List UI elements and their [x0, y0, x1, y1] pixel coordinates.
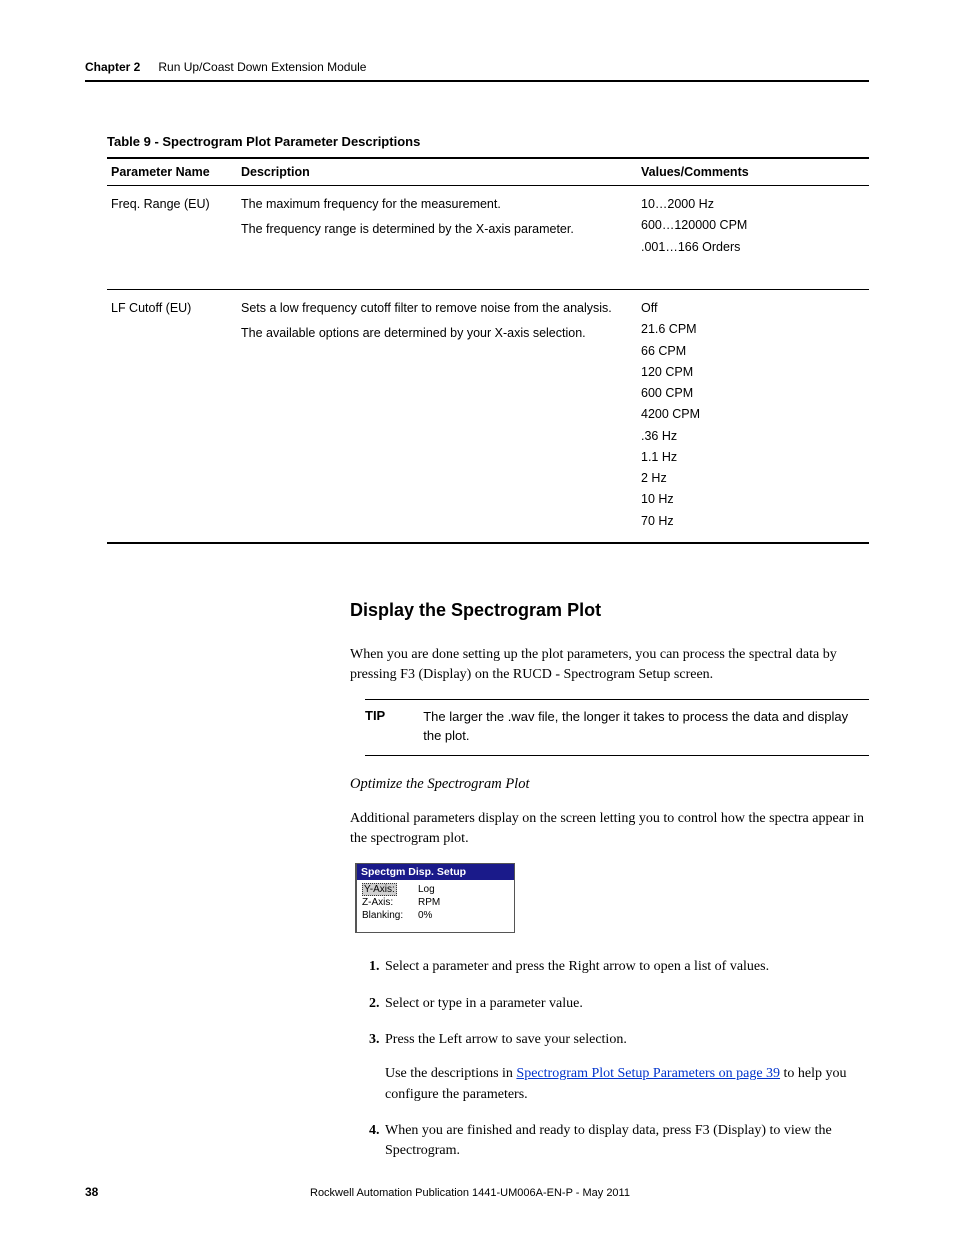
- tip-label: TIP: [365, 708, 385, 744]
- screenshot-value: Log: [418, 883, 435, 896]
- device-screenshot: Spectgm Disp. Setup Y-Axis: Log Z-Axis: …: [355, 863, 515, 933]
- screenshot-row: Y-Axis: Log: [362, 883, 509, 896]
- page-footer: 38 Rockwell Automation Publication 1441-…: [85, 1185, 869, 1199]
- page-header: Chapter 2 Run Up/Coast Down Extension Mo…: [85, 60, 869, 82]
- table-row: LF Cutoff (EU) Sets a low frequency cuto…: [107, 290, 869, 543]
- desc-line: The maximum frequency for the measuremen…: [241, 194, 629, 215]
- tip-block: TIP The larger the .wav file, the longer…: [365, 699, 869, 755]
- tip-text: The larger the .wav file, the longer it …: [423, 708, 869, 744]
- param-values-cell: 10…2000 Hz 600…120000 CPM .001…166 Order…: [637, 186, 869, 290]
- value-line: 66 CPM: [641, 341, 861, 362]
- value-line: Off: [641, 298, 861, 319]
- table-row: Freq. Range (EU) The maximum frequency f…: [107, 186, 869, 290]
- value-line: 4200 CPM: [641, 404, 861, 425]
- value-spacer: [641, 258, 861, 279]
- column-header-description: Description: [237, 158, 637, 186]
- value-line: 600…120000 CPM: [641, 215, 861, 236]
- value-line: 600 CPM: [641, 383, 861, 404]
- sub-heading: Optimize the Spectrogram Plot: [350, 776, 869, 793]
- desc-line: Sets a low frequency cutoff filter to re…: [241, 298, 629, 319]
- cross-reference-link[interactable]: Spectrogram Plot Setup Parameters on pag…: [516, 1066, 780, 1081]
- value-line: 1.1 Hz: [641, 447, 861, 468]
- screenshot-key: Z-Axis:: [362, 896, 418, 909]
- desc-line: The available options are determined by …: [241, 323, 629, 344]
- table-caption: Table 9 - Spectrogram Plot Parameter Des…: [107, 134, 869, 149]
- value-line: .001…166 Orders: [641, 237, 861, 258]
- screenshot-value: RPM: [418, 896, 440, 909]
- step-item: Press the Left arrow to save your select…: [383, 1030, 869, 1105]
- value-line: .36 Hz: [641, 426, 861, 447]
- screenshot-value: 0%: [418, 909, 432, 922]
- chapter-title: Run Up/Coast Down Extension Module: [158, 60, 366, 74]
- parameter-table: Parameter Name Description Values/Commen…: [107, 157, 869, 544]
- sub-intro-paragraph: Additional parameters display on the scr…: [350, 809, 869, 850]
- screenshot-row: Z-Axis: RPM: [362, 896, 509, 909]
- screenshot-title: Spectgm Disp. Setup: [357, 864, 514, 880]
- steps-list: Select a parameter and press the Right a…: [365, 957, 869, 1161]
- param-desc-cell: The maximum frequency for the measuremen…: [237, 186, 637, 290]
- step-text: Press the Left arrow to save your select…: [385, 1032, 627, 1047]
- screenshot-row: Blanking: 0%: [362, 909, 509, 922]
- param-name-cell: LF Cutoff (EU): [107, 290, 237, 543]
- screenshot-key: Y-Axis:: [362, 883, 418, 896]
- step-text: When you are finished and ready to displ…: [385, 1123, 832, 1158]
- param-values-cell: Off 21.6 CPM 66 CPM 120 CPM 600 CPM 4200…: [637, 290, 869, 543]
- step-text: Select or type in a parameter value.: [385, 996, 583, 1011]
- screenshot-body: Y-Axis: Log Z-Axis: RPM Blanking: 0%: [357, 880, 514, 932]
- param-desc-cell: Sets a low frequency cutoff filter to re…: [237, 290, 637, 543]
- value-line: 70 Hz: [641, 511, 861, 532]
- value-line: 21.6 CPM: [641, 319, 861, 340]
- value-line: 10 Hz: [641, 489, 861, 510]
- column-header-values: Values/Comments: [637, 158, 869, 186]
- step-sub-pre: Use the descriptions in: [385, 1066, 516, 1081]
- page-number: 38: [85, 1185, 310, 1199]
- chapter-label: Chapter 2: [85, 60, 140, 74]
- step-text: Select a parameter and press the Right a…: [385, 959, 769, 974]
- column-header-name: Parameter Name: [107, 158, 237, 186]
- step-item: When you are finished and ready to displ…: [383, 1121, 869, 1162]
- section-heading: Display the Spectrogram Plot: [350, 600, 869, 621]
- step-item: Select a parameter and press the Right a…: [383, 957, 869, 977]
- publication-info: Rockwell Automation Publication 1441-UM0…: [310, 1187, 630, 1199]
- intro-paragraph: When you are done setting up the plot pa…: [350, 645, 869, 686]
- value-line: 10…2000 Hz: [641, 194, 861, 215]
- value-line: 120 CPM: [641, 362, 861, 383]
- param-name-cell: Freq. Range (EU): [107, 186, 237, 290]
- step-sub-paragraph: Use the descriptions in Spectrogram Plot…: [385, 1064, 869, 1105]
- value-line: 2 Hz: [641, 468, 861, 489]
- screenshot-key: Blanking:: [362, 909, 418, 922]
- step-item: Select or type in a parameter value.: [383, 994, 869, 1014]
- screenshot-highlighted: Y-Axis:: [362, 883, 397, 896]
- desc-line: The frequency range is determined by the…: [241, 219, 629, 240]
